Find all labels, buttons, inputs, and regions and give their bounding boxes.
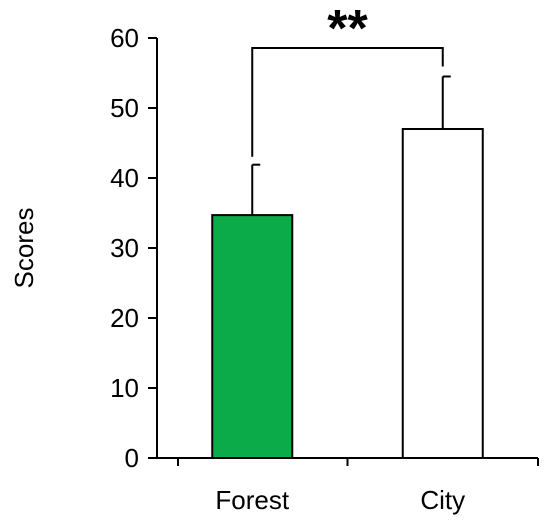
- bar-city: [401, 128, 484, 459]
- category-label-city: City: [420, 485, 465, 515]
- significance-bracket-line: [251, 47, 444, 157]
- significance-bracket: **: [251, 0, 444, 157]
- y-axis-title: Scores: [9, 208, 39, 289]
- category-label-forest: Forest: [215, 485, 289, 515]
- y-ticks: 0 10 20 30 40 50 60: [110, 23, 157, 473]
- y-tick-label: 40: [110, 163, 139, 193]
- y-tick-label: 50: [110, 93, 139, 123]
- category-labels: Forest City: [215, 485, 465, 515]
- bar-forest: [211, 214, 294, 459]
- significance-label: **: [327, 0, 368, 58]
- bars: [211, 128, 484, 459]
- x-ticks: [177, 458, 539, 466]
- y-tick-label: 60: [110, 23, 139, 53]
- y-tick-label: 10: [110, 373, 139, 403]
- error-bars: [251, 75, 451, 216]
- y-tick-label: 30: [110, 233, 139, 263]
- y-tick-label: 20: [110, 303, 139, 333]
- y-tick-label: 0: [125, 443, 139, 473]
